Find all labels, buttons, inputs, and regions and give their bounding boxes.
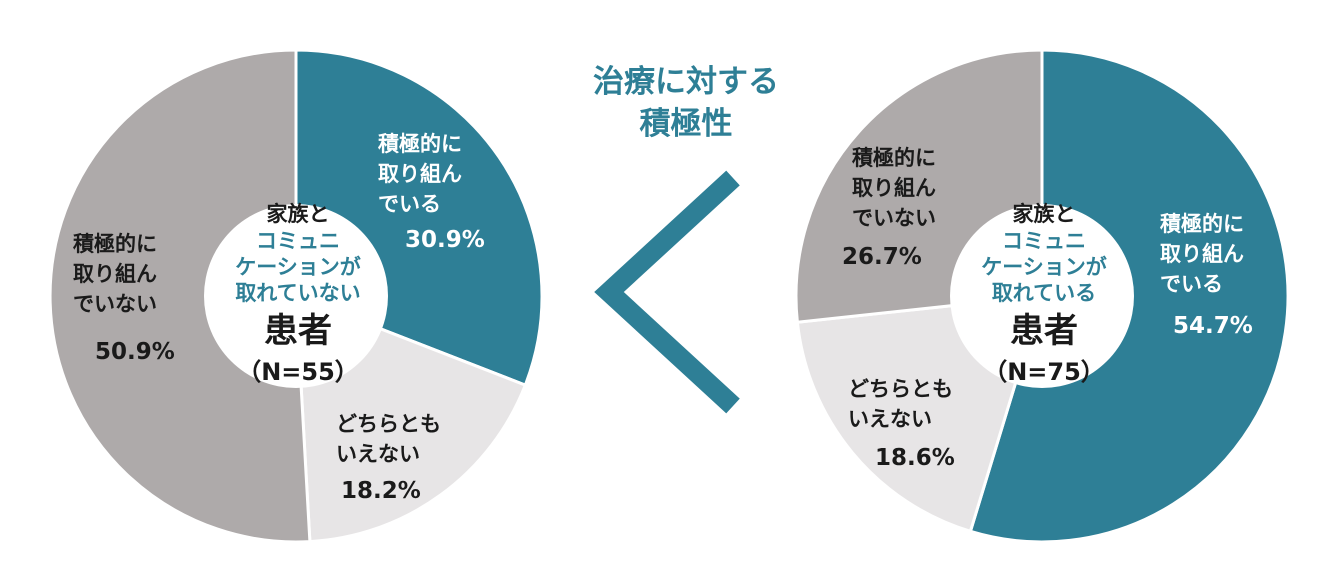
right-center-line1: 家族と	[1013, 202, 1076, 226]
slice-label-line: 積極的に	[378, 132, 462, 156]
left-center-main: 患者	[264, 311, 332, 351]
right-slice-label-neutral: どちらとも いえない 18.6%	[848, 377, 955, 471]
slice-value-label: 18.6%	[875, 445, 955, 471]
slice-label-line: 取り組ん	[378, 162, 462, 186]
left-center-line4: 取れていない	[235, 281, 360, 305]
left-donut: 家族と コミュニ ケーションが 取れていない 患者 （N=55） 積極的に 取り…	[48, 48, 544, 544]
right-center-line3: ケーションが	[981, 255, 1107, 279]
left-center-line2: コミュニ	[256, 229, 340, 253]
slice-value-label: 50.9%	[95, 339, 175, 365]
right-slice-label-positive: 積極的に 取り組ん でいる 54.7%	[1160, 212, 1253, 339]
slice-label-line: 積極的に	[1160, 212, 1244, 236]
left-donut-hole	[204, 204, 388, 388]
slice-label-line: でいる	[1160, 272, 1223, 296]
right-donut-hole	[950, 204, 1134, 388]
slice-value-label: 18.2%	[341, 478, 421, 504]
left-center-line1: 家族と	[267, 202, 330, 226]
slice-value-label: 54.7%	[1173, 313, 1253, 339]
slice-label-line: でいない	[73, 292, 157, 316]
slice-value-label: 30.9%	[405, 227, 485, 253]
slice-label-line: でいる	[378, 192, 441, 216]
left-slice-label-positive: 積極的に 取り組ん でいる 30.9%	[378, 132, 485, 253]
slice-label-line: 積極的に	[73, 232, 157, 256]
title-line-2: 積極性	[640, 106, 733, 142]
right-center-main: 患者	[1010, 311, 1078, 351]
slice-label-line: いえない	[848, 407, 932, 431]
left-center-line3: ケーションが	[235, 255, 361, 279]
right-center-line2: コミュニ	[1002, 229, 1086, 253]
right-center-line4: 取れている	[992, 281, 1096, 305]
slice-label-line: 取り組ん	[1160, 242, 1244, 266]
left-center-n: （N=55）	[237, 358, 359, 386]
right-donut: 家族と コミュニ ケーションが 取れている 患者 （N=75） 積極的に 取り組…	[794, 48, 1290, 544]
slice-value-label: 26.7%	[842, 244, 922, 270]
title-line-1: 治療に対する	[593, 64, 779, 100]
comparison-title: 治療に対する 積極性	[593, 64, 779, 142]
slice-label-line: 取り組ん	[73, 262, 157, 286]
slice-label-line: どちらとも	[848, 377, 953, 401]
less-than-symbol	[594, 170, 740, 414]
left-slice-label-neutral: どちらとも いえない 18.2%	[336, 412, 441, 504]
slice-label-line: でいない	[852, 206, 936, 230]
slice-label-line: どちらとも	[336, 412, 441, 436]
slice-label-line: いえない	[336, 442, 420, 466]
left-slice-negative	[48, 48, 312, 544]
slice-label-line: 取り組ん	[852, 176, 936, 200]
right-center-n: （N=75）	[983, 358, 1105, 386]
slice-label-line: 積極的に	[852, 146, 936, 170]
left-slice-label-negative: 積極的に 取り組ん でいない 50.9%	[73, 232, 175, 365]
right-slice-label-negative: 積極的に 取り組ん でいない 26.7%	[842, 146, 936, 270]
